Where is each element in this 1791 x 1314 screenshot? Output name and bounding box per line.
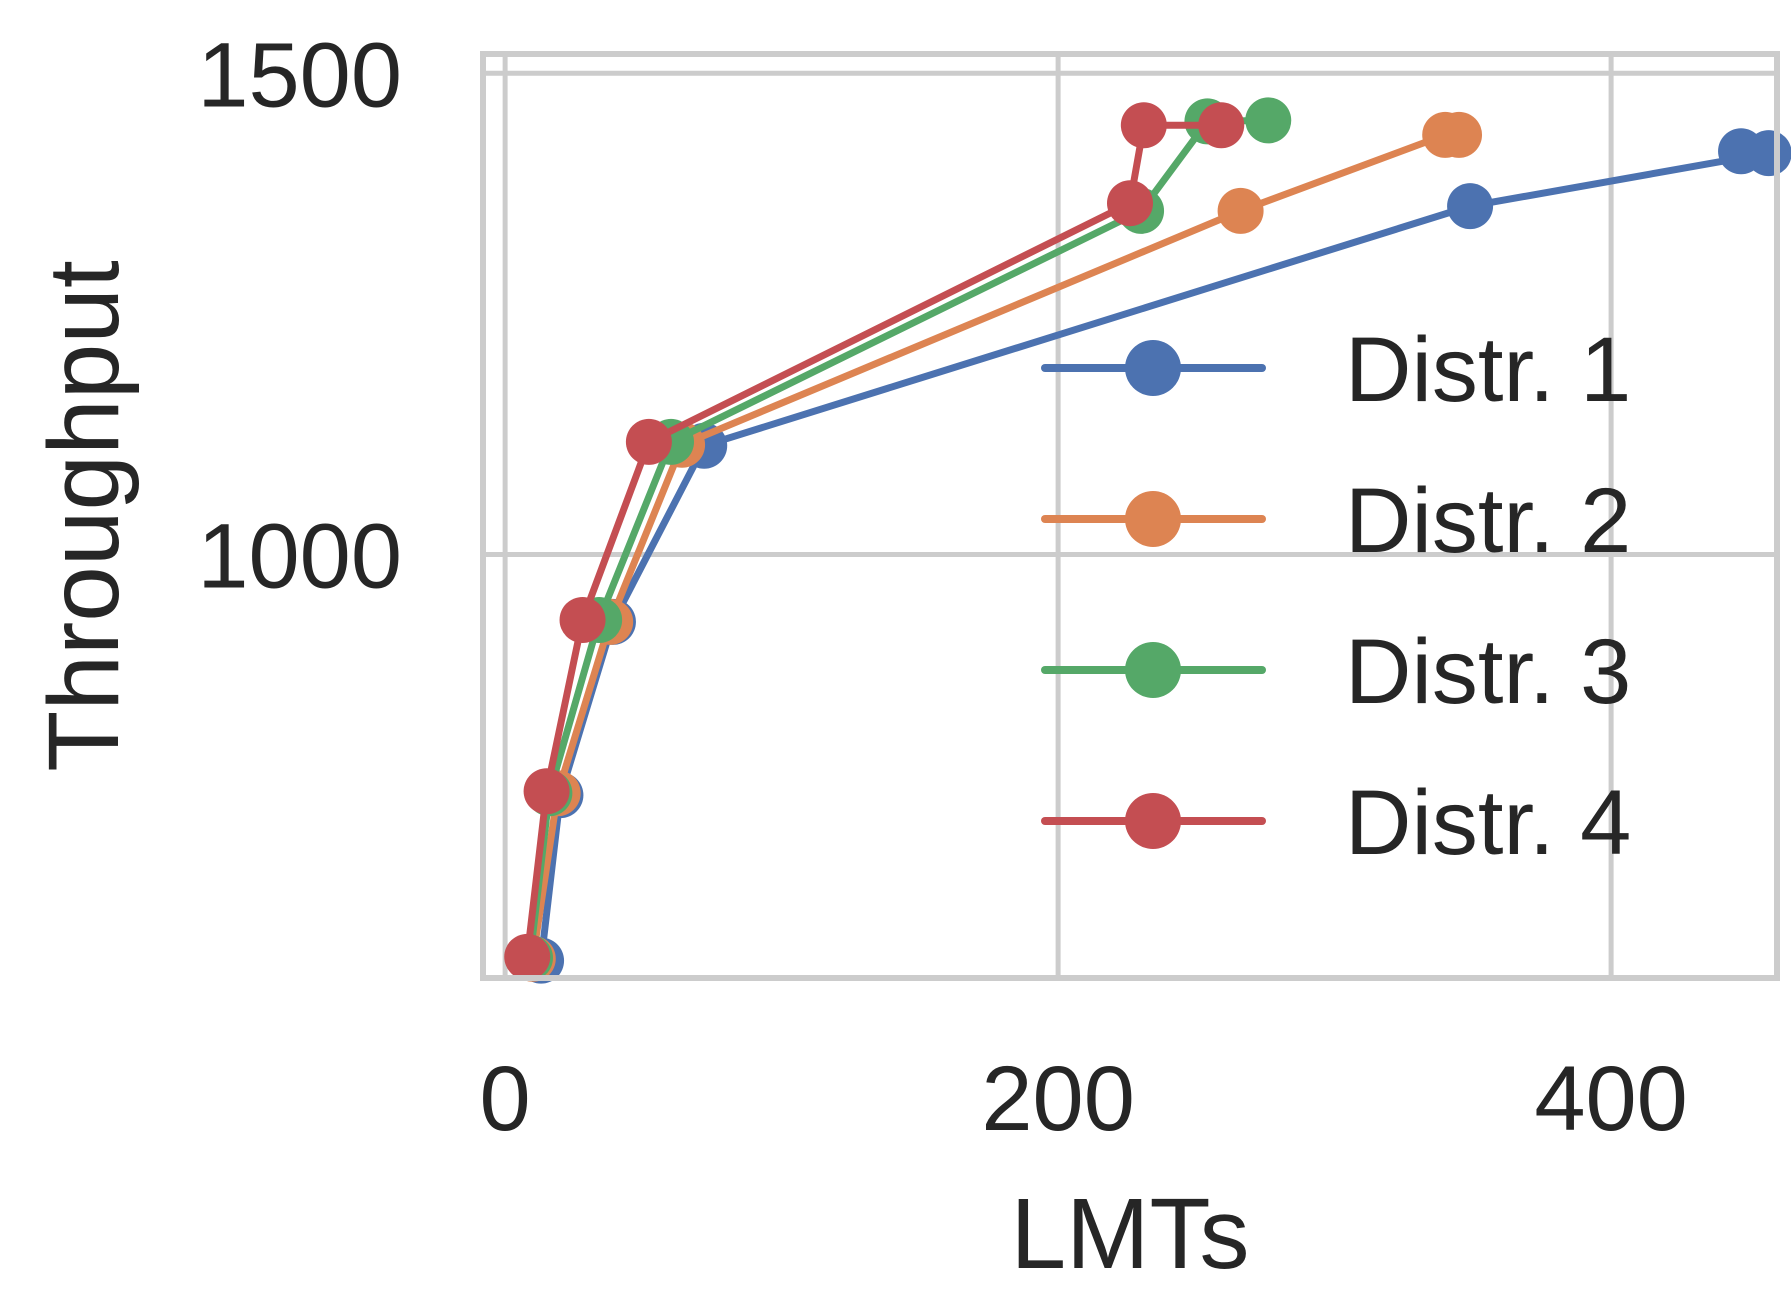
data-point-4-2 xyxy=(523,768,570,815)
legend-marker-1 xyxy=(1125,340,1181,396)
data-point-1-7 xyxy=(1718,128,1765,175)
y-tick-label-1: 1500 xyxy=(197,24,402,126)
y-tick-label-0: 1000 xyxy=(197,506,402,608)
legend-item-1: Distr. 1 xyxy=(1041,319,1631,421)
grid xyxy=(483,54,1777,978)
tick-labels: 0 200 400 1000 1500 xyxy=(197,24,1688,1150)
plot-frame xyxy=(480,51,1780,981)
data-point-3-7 xyxy=(1245,97,1292,144)
x-tick-label-0: 0 xyxy=(480,1048,531,1150)
legend-label-2: Distr. 2 xyxy=(1345,470,1631,572)
legend: Distr. 1 Distr. 2 Distr. 3 Distr. 4 xyxy=(1041,319,1631,874)
data-point-4-6 xyxy=(1120,102,1167,149)
legend-marker-4 xyxy=(1125,793,1181,849)
legend-item-4: Distr. 4 xyxy=(1041,772,1631,874)
legend-item-3: Distr. 3 xyxy=(1041,621,1631,723)
legend-item-2: Distr. 2 xyxy=(1041,470,1631,572)
data-point-4-5 xyxy=(1107,180,1153,227)
legend-label-3: Distr. 3 xyxy=(1345,621,1631,723)
data-point-2-5 xyxy=(1217,187,1264,234)
x-tick-label-1: 200 xyxy=(981,1048,1135,1150)
series-group xyxy=(504,97,1791,984)
legend-label-1: Distr. 1 xyxy=(1345,319,1631,421)
data-point-4-7 xyxy=(1198,102,1245,149)
data-point-4-3 xyxy=(559,596,606,643)
data-point-4-1 xyxy=(504,933,551,980)
legend-marker-2 xyxy=(1125,491,1181,547)
series-line-2 xyxy=(529,131,1463,963)
data-point-4-4 xyxy=(625,418,672,465)
series-4 xyxy=(504,102,1245,980)
data-point-1-5 xyxy=(1447,183,1494,230)
data-point-2-7 xyxy=(1436,111,1483,158)
y-axis-label: Throughput xyxy=(28,260,140,772)
x-tick-label-2: 400 xyxy=(1534,1048,1688,1150)
legend-label-4: Distr. 4 xyxy=(1345,772,1631,874)
x-axis-label: LMTs xyxy=(1011,1178,1250,1290)
legend-marker-3 xyxy=(1125,642,1181,698)
series-3 xyxy=(507,97,1292,981)
